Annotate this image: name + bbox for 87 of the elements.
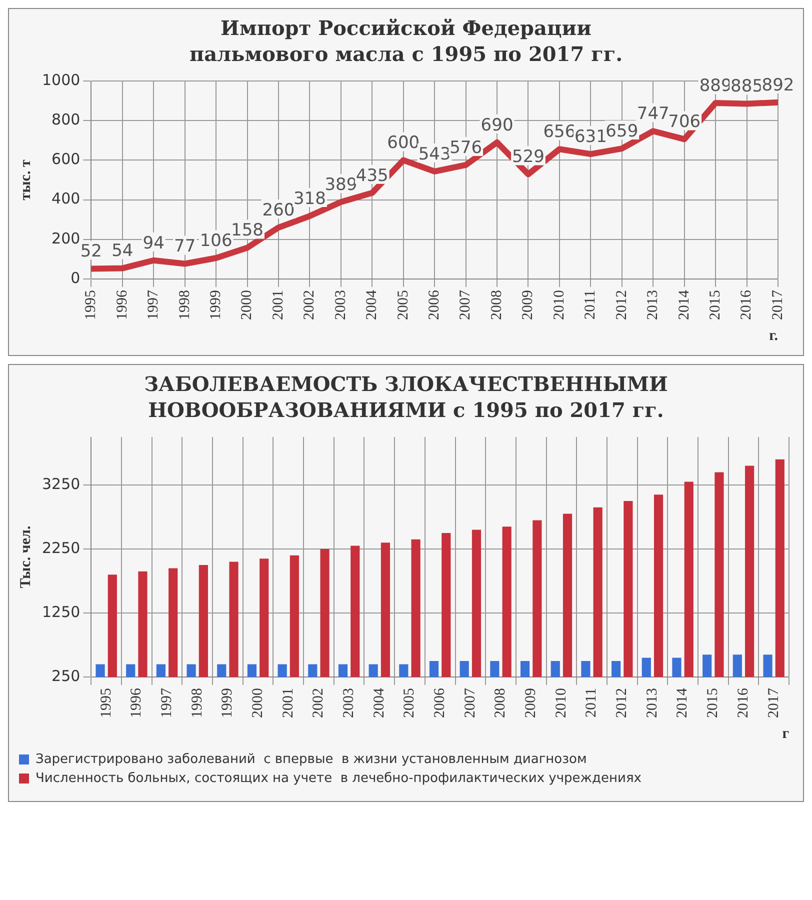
x-tick-label: 2004	[371, 688, 388, 718]
x-tick-label: 2000	[250, 688, 266, 718]
x-tick-label: 2013	[644, 688, 660, 718]
data-label: 389	[324, 174, 358, 195]
data-label: 690	[480, 115, 514, 136]
x-tick-label: 2002	[310, 688, 327, 718]
x-tick-label: 2006	[426, 290, 443, 320]
legend-label: Зарегистрировано заболеваний с впервые в жизни установленным диагнозом	[36, 752, 587, 767]
x-tick-label: 2012	[614, 688, 630, 718]
data-label: 747	[636, 104, 670, 124]
x-tick-label: 2003	[341, 688, 358, 718]
x-tick-label: 2005	[402, 688, 418, 718]
x-axis-title: г	[782, 726, 790, 742]
x-tick-label: 2017	[770, 290, 786, 320]
data-label: 656	[543, 122, 576, 142]
data-label: 260	[262, 200, 295, 220]
data-label: 318	[293, 188, 326, 209]
x-tick-label: 2000	[239, 290, 256, 320]
x-tick-label: 2011	[584, 688, 600, 718]
x-tick-label: 1995	[83, 290, 100, 320]
x-tick-label: 1997	[158, 688, 175, 718]
x-tick-label: 2005	[395, 290, 412, 320]
x-tick-label: 1998	[189, 688, 206, 718]
x-tick-label: 2001	[270, 290, 286, 320]
data-label: 885	[730, 76, 764, 97]
y-axis-title: Тыс. чел.	[18, 526, 34, 588]
x-tick-label: 2012	[614, 290, 630, 320]
data-label: 52	[80, 242, 102, 262]
y-tick-label: 2250	[42, 538, 80, 557]
x-tick-label: 2009	[520, 290, 536, 320]
x-tick-label: 1996	[114, 290, 130, 320]
legend-label: Численность больных, состоящих на учете в лечебно-профилактических учреждениях	[36, 770, 642, 786]
x-tick-label: 2007	[458, 290, 474, 320]
x-tick-label: 2015	[708, 290, 724, 320]
x-tick-label: 2014	[676, 290, 692, 320]
x-tick-label: 1998	[176, 290, 193, 320]
x-tick-label: 2003	[332, 290, 349, 320]
y-tick-label: 400	[52, 190, 80, 208]
data-label: 706	[668, 112, 701, 132]
data-label: 106	[200, 230, 232, 251]
y-tick-label: 1250	[42, 602, 80, 621]
x-tick-label: 2013	[645, 290, 662, 320]
data-label: 892	[762, 75, 794, 96]
x-tick-label: 1995	[98, 688, 114, 718]
y-tick-label: 250	[52, 666, 80, 685]
data-label: 529	[512, 147, 544, 168]
x-tick-label: 2014	[674, 688, 691, 718]
y-tick-label: 0	[70, 268, 80, 287]
x-tick-label: 2008	[488, 290, 505, 320]
x-tick-label: 2011	[582, 290, 599, 320]
data-label: 94	[142, 233, 164, 254]
x-tick-label: 2010	[551, 290, 568, 320]
x-axis-title: г.	[769, 328, 778, 344]
x-tick-label: 2004	[364, 290, 380, 320]
x-tick-label: 2010	[553, 688, 570, 718]
data-label: 576	[450, 138, 482, 158]
x-tick-label: 1999	[208, 290, 224, 320]
x-tick-label: 1999	[220, 688, 236, 718]
y-tick-label: 3250	[42, 474, 80, 493]
x-tick-label: 2016	[735, 688, 752, 718]
y-tick-label: 200	[52, 229, 80, 248]
x-tick-label: 2002	[302, 290, 318, 320]
x-tick-label: 2008	[492, 688, 509, 718]
x-tick-label: 2001	[280, 688, 296, 718]
data-label: 77	[174, 236, 196, 257]
y-tick-label: 1000	[42, 70, 80, 89]
x-tick-label: 2009	[523, 688, 540, 718]
data-label: 435	[356, 166, 388, 186]
data-label: 543	[418, 144, 451, 164]
x-tick-label: 2015	[705, 688, 722, 718]
x-tick-label: 2017	[766, 688, 782, 718]
data-label: 889	[699, 76, 732, 96]
x-tick-label: 1997	[146, 290, 162, 320]
x-tick-label: 2007	[462, 688, 478, 718]
chart-title: ЗАБОЛЕВАЕМОСТЬ ЗЛОКАЧЕСТВЕННЫМИ НОВООБРАЗОВАНИЯМИ с 1995 по 2017 гг.	[143, 371, 669, 423]
data-label: 54	[112, 241, 134, 262]
y-tick-label: 600	[52, 150, 80, 168]
data-label: 600	[387, 133, 420, 154]
data-label: 158	[231, 220, 264, 241]
x-tick-label: 2006	[432, 688, 448, 718]
chart-title: Импорт Российской Федерации пальмового масла с 1995 по 2017 гг.	[188, 15, 624, 67]
y-tick-label: 800	[52, 110, 80, 128]
x-tick-label: 1996	[128, 688, 145, 718]
y-axis-title: тыс. т	[18, 159, 34, 200]
data-label: 631	[574, 126, 607, 147]
x-tick-label: 2016	[738, 290, 755, 320]
data-label: 659	[606, 121, 638, 142]
